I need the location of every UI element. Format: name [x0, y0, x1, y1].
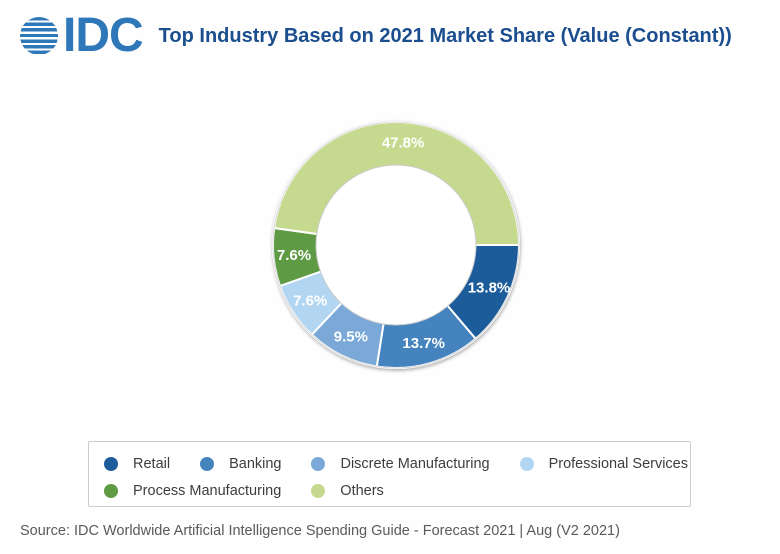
legend-label: Retail: [133, 455, 171, 472]
idc-logo: IDC: [20, 9, 144, 62]
idc-globe-icon: [20, 17, 58, 55]
segment-label: 9.5%: [334, 329, 368, 346]
legend-item-process-manufacturing: Process Manufacturing: [104, 483, 281, 499]
legend-label: Banking: [229, 455, 282, 472]
legend-swatch-icon: [104, 484, 118, 499]
header: IDC Top Industry Based on 2021 Market Sh…: [20, 12, 732, 60]
legend-item-banking: Banking: [200, 456, 281, 472]
source-text: Source: IDC Worldwide Artificial Intelli…: [20, 523, 620, 539]
legend-swatch-icon: [519, 456, 534, 471]
idc-logo-text: IDC: [63, 9, 144, 62]
donut-chart: 13.8% 13.7% 9.5% 7.6% 7.6% 47.8%: [271, 120, 520, 369]
legend-item-discrete-manufacturing: Discrete Manufacturing: [311, 455, 490, 472]
segment-label: 7.6%: [277, 247, 311, 264]
legend: Retail Banking Discrete Manufacturing Profe…: [88, 441, 691, 507]
legend-label: Process Manufacturing: [133, 483, 282, 500]
legend-swatch-icon: [311, 484, 326, 499]
segment-label: 13.7%: [402, 335, 445, 352]
legend-swatch-icon: [311, 456, 326, 471]
legend-label: Others: [340, 483, 384, 500]
legend-swatch-icon: [104, 456, 118, 471]
legend-item-others: Others: [311, 483, 384, 499]
legend-row: Process Manufacturing Others: [104, 478, 690, 504]
segment-label: 13.8%: [468, 280, 511, 297]
segment-label: 7.6%: [293, 293, 327, 310]
legend-row: Retail Banking Discrete Manufacturing Profe…: [104, 451, 690, 477]
legend-item-professional-services: Professional Services: [519, 455, 688, 472]
page-title: Top Industry Based on 2021 Market Share …: [158, 24, 732, 47]
legend-label: Professional Services: [548, 455, 688, 472]
donut-hole: [315, 164, 477, 326]
donut-outer-rim: [272, 121, 520, 369]
legend-item-retail: Retail: [104, 456, 170, 472]
legend-swatch-icon: [200, 456, 215, 471]
legend-label: Discrete Manufacturing: [340, 455, 490, 472]
segment-label: 47.8%: [382, 134, 425, 151]
